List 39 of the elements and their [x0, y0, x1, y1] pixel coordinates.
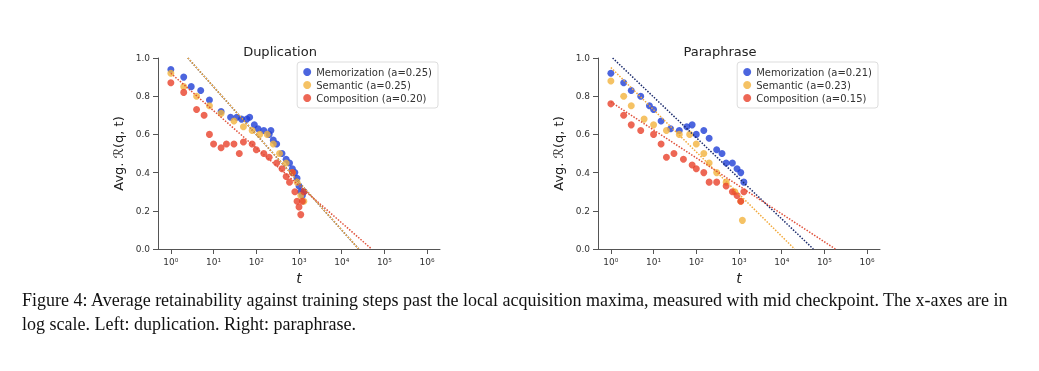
x-tick-label: 10⁴ [334, 256, 350, 267]
x-tick-label: 10⁴ [774, 256, 790, 267]
x-tick-label: 10³ [291, 256, 307, 267]
y-tick-label: 0.0 [135, 244, 151, 254]
y-tick-label: 0.4 [135, 167, 151, 178]
y-tick-label: 0.8 [575, 91, 591, 102]
y-axis-title: Avg. ℛ(q, t) [550, 116, 566, 191]
x-tick-label: 10⁰ [603, 256, 619, 267]
y-axis-title: Avg. ℛ(q, t) [110, 116, 126, 191]
y-tick-label: 0.8 [135, 91, 151, 102]
x-tick-label: 10¹ [206, 256, 222, 267]
chart-title: Paraphrase [683, 44, 757, 59]
legend-label: Composition (a=0.20) [316, 92, 427, 104]
x-tick-label: 10⁶ [859, 256, 876, 267]
x-tick-label: 10⁶ [419, 256, 436, 267]
y-tick-label: 0.2 [575, 205, 590, 216]
y-tick-label: 1.0 [135, 53, 151, 63]
y-tick-label: 1.0 [575, 53, 591, 63]
x-tick-label: 10² [248, 256, 265, 267]
y-tick-label: 0.6 [135, 129, 151, 140]
x-tick-label: 10⁵ [816, 256, 833, 267]
x-tick-label: 10⁵ [376, 256, 393, 267]
legend-label: Semantic (a=0.25) [316, 79, 411, 91]
legend-label: Memorization (a=0.21) [756, 66, 873, 78]
legend-label: Memorization (a=0.25) [316, 66, 433, 78]
legend-label: Semantic (a=0.23) [756, 79, 851, 91]
caption: Figure 4: Average retainability against training steps past the local acquisition maxima, measured with mid checkpoint. The x-axes are in log scale. Left: duplication. Right: paraphrase. [22, 289, 1009, 336]
y-tick-label: 0.0 [575, 244, 591, 254]
legend-label: Composition (a=0.15) [756, 92, 867, 104]
chart-title: Duplication [243, 44, 317, 59]
x-axis-title: t [736, 270, 743, 286]
x-tick-label: 10⁰ [163, 256, 179, 267]
x-tick-label: 10¹ [646, 256, 662, 267]
x-axis-title: t [296, 270, 303, 286]
x-tick-label: 10² [688, 256, 705, 267]
x-tick-label: 10³ [731, 256, 747, 267]
y-tick-label: 0.2 [135, 205, 150, 216]
y-tick-label: 0.4 [575, 167, 591, 178]
y-tick-label: 0.6 [575, 129, 591, 140]
